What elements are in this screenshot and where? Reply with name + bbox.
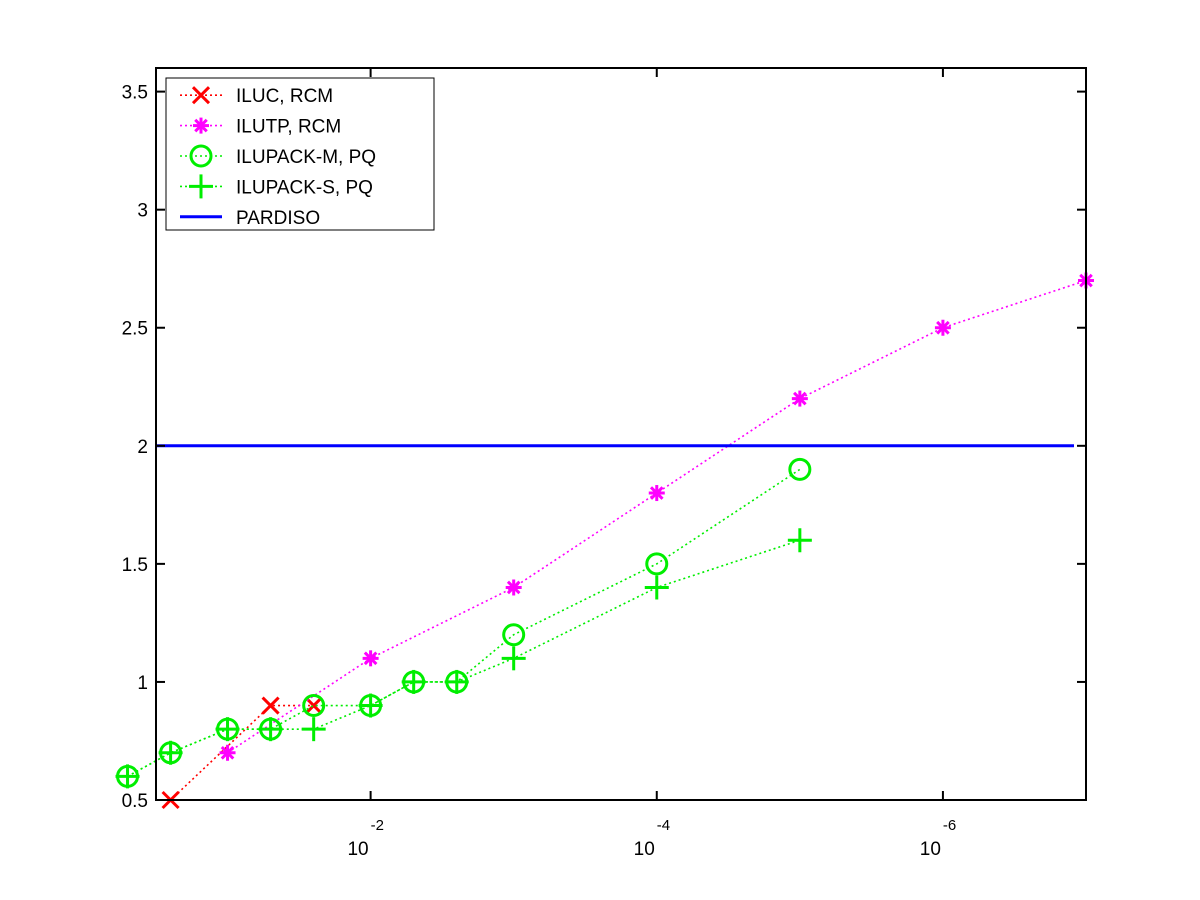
legend-item-3: ILUPACK-S, PQ <box>180 174 373 199</box>
series-1 <box>219 272 1094 761</box>
y-tick-label: 3 <box>137 201 148 222</box>
data-point-2-10 <box>788 457 812 481</box>
data-point-1-3 <box>648 485 665 502</box>
legend-item-0: ILUC, RCM <box>180 86 333 107</box>
data-point-3-6 <box>401 669 426 694</box>
data-point-1-2 <box>505 579 522 596</box>
legend-label: ILUTP, RCM <box>236 117 341 138</box>
x-tick-label-base: 10 <box>347 839 368 860</box>
y-tick-label: 3.5 <box>122 83 148 104</box>
x-tick-label-exponent: -2 <box>371 817 384 834</box>
x-tick-label-exponent: -4 <box>657 817 670 834</box>
data-point-1-5 <box>934 319 951 336</box>
data-point-1-1 <box>362 650 379 667</box>
data-point-3-10 <box>787 528 812 553</box>
data-point-0-1 <box>261 696 280 715</box>
x-tick-label-base: 10 <box>920 839 941 860</box>
y-tick-label: 1.5 <box>122 555 148 576</box>
x-tick-label-base: 10 <box>634 839 655 860</box>
legend-marker <box>189 144 213 168</box>
legend-label: ILUPACK-S, PQ <box>236 177 373 198</box>
y-tick-label: 2 <box>137 437 148 458</box>
data-point-3-0 <box>115 764 140 789</box>
plot-frame <box>155 67 1087 801</box>
legend-item-2: ILUPACK-M, PQ <box>180 144 376 168</box>
legend-marker <box>193 117 209 134</box>
data-point-1-0 <box>219 744 236 761</box>
data-point-3-3 <box>258 717 283 742</box>
y-tick-label: 2.5 <box>122 319 148 340</box>
data-point-3-2 <box>215 717 240 742</box>
legend: ILUC, RCM ILUTP, RCM ILUPACK-M, PQ ILUPACK-… <box>165 77 435 231</box>
data-point-2-4 <box>302 694 326 718</box>
data-point-3-4 <box>301 717 326 742</box>
series-3 <box>115 528 812 789</box>
legend-marker <box>189 174 213 199</box>
legend-item-4: PARDISO <box>180 208 320 229</box>
data-point-2-9 <box>645 552 669 576</box>
legend-item-1: ILUTP, RCM <box>180 117 341 138</box>
data-point-3-7 <box>444 669 469 694</box>
y-tick-label: 0.5 <box>122 791 148 812</box>
data-point-3-1 <box>158 740 183 765</box>
y-tick-label: 1 <box>137 673 148 694</box>
axes-layer: 0.511.522.533.510-210-410-6 <box>122 68 1086 860</box>
data-point-2-8 <box>502 623 526 647</box>
data-point-3-8 <box>501 646 526 671</box>
legend-label: PARDISO <box>236 208 320 229</box>
legend-label: ILUC, RCM <box>236 86 333 107</box>
legend-marker <box>191 86 211 105</box>
series-line-3 <box>127 539 801 778</box>
data-point-3-5 <box>358 693 383 718</box>
x-tick-label-exponent: -6 <box>943 817 956 834</box>
legend-label: ILUPACK-M, PQ <box>236 147 376 168</box>
data-point-3-9 <box>644 575 669 600</box>
data-point-1-4 <box>791 390 808 407</box>
